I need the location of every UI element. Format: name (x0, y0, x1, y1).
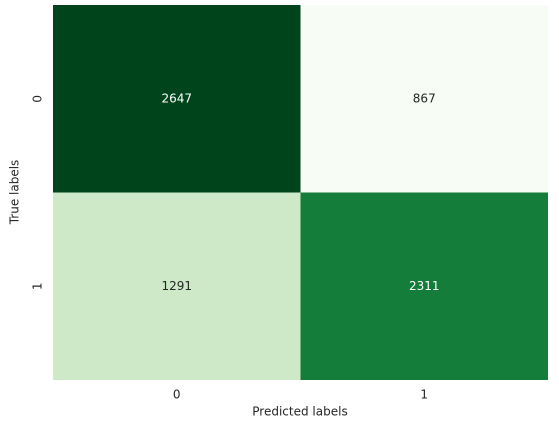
cell-label: 1291 (161, 279, 192, 293)
y-tick-label: 1 (31, 282, 45, 290)
x-tick-label: 0 (173, 388, 181, 402)
y-axis-label: True labels (8, 160, 22, 226)
cell-label: 867 (413, 91, 436, 105)
cell-label: 2311 (409, 279, 440, 293)
x-tick-label: 1 (420, 388, 428, 402)
x-axis-label: Predicted labels (252, 405, 347, 419)
cell-label: 2647 (161, 91, 192, 105)
heatmap-cell (300, 192, 548, 380)
heatmap-cell (53, 5, 301, 193)
y-tick-label: 0 (31, 95, 45, 103)
heatmap-cell (300, 5, 548, 193)
heatmap-cell (53, 192, 301, 380)
